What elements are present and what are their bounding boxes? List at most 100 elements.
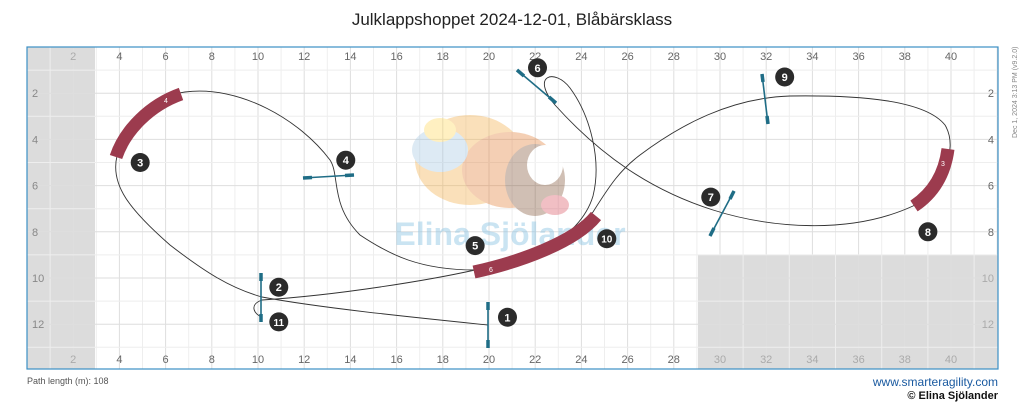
website-link[interactable]: www.smarteragility.com xyxy=(872,375,998,389)
x-tick-top: 14 xyxy=(344,51,356,63)
number-badge-label: 2 xyxy=(276,282,282,294)
x-tick-top: 12 xyxy=(298,51,310,63)
x-tick-bottom: 38 xyxy=(899,354,911,366)
number-badge-label: 5 xyxy=(472,241,478,253)
y-tick-left: 2 xyxy=(32,88,38,100)
number-badge-circle xyxy=(336,150,356,170)
x-tick-bottom: 2 xyxy=(70,354,76,366)
tunnel-6-label: 6 xyxy=(489,267,493,274)
number-badge-label: 7 xyxy=(708,192,714,204)
jump-4 xyxy=(302,173,355,180)
number-badge-6: 6 xyxy=(528,58,548,78)
x-tick-bottom: 34 xyxy=(806,354,818,366)
x-tick-top: 4 xyxy=(116,51,122,63)
x-tick-bottom: 30 xyxy=(714,354,726,366)
x-tick-top: 20 xyxy=(483,51,495,63)
x-tick-bottom: 4 xyxy=(116,354,122,366)
number-badge-5: 5 xyxy=(465,236,485,256)
x-tick-top: 16 xyxy=(390,51,402,63)
x-tick-bottom: 32 xyxy=(760,354,772,366)
course-title: Julklappshoppet 2024-12-01, Blåbärsklass xyxy=(351,10,673,29)
x-tick-top: 28 xyxy=(668,51,680,63)
number-badge-circle xyxy=(269,277,289,297)
number-badge-circle xyxy=(269,312,289,332)
number-badge-circle xyxy=(597,229,617,249)
y-tick-left: 6 xyxy=(32,181,38,193)
y-tick-left: 8 xyxy=(32,227,38,239)
x-tick-bottom: 20 xyxy=(483,354,495,366)
x-tick-bottom: 10 xyxy=(252,354,264,366)
y-tick-right: 6 xyxy=(988,181,994,193)
x-tick-bottom: 16 xyxy=(390,354,402,366)
x-tick-bottom: 26 xyxy=(621,354,633,366)
x-tick-top: 36 xyxy=(852,51,864,63)
x-tick-top: 30 xyxy=(714,51,726,63)
number-badge-label: 8 xyxy=(925,227,931,239)
shaded-area-left xyxy=(27,47,95,369)
x-tick-bottom: 12 xyxy=(298,354,310,366)
y-tick-right: 8 xyxy=(988,227,994,239)
x-tick-top: 26 xyxy=(621,51,633,63)
number-badge-label: 3 xyxy=(137,158,143,170)
x-tick-top: 34 xyxy=(806,51,818,63)
tunnel-4-label: 4 xyxy=(164,98,168,105)
number-badge-circle xyxy=(465,236,485,256)
number-badge-circle xyxy=(775,67,795,87)
y-tick-left: 10 xyxy=(32,273,44,285)
number-badge-8: 8 xyxy=(918,222,938,242)
number-badge-3: 3 xyxy=(130,153,150,172)
number-badge-2: 2 xyxy=(269,277,289,297)
version-note-text: Dec 1, 2024 3:13 PM (v9.2.0) xyxy=(1012,46,1019,138)
number-badge-10: 10 xyxy=(597,229,617,249)
x-tick-bottom: 36 xyxy=(852,354,864,366)
x-tick-bottom: 22 xyxy=(529,354,541,366)
watermark-logo xyxy=(412,115,569,216)
x-tick-top: 8 xyxy=(209,51,215,63)
jump-9 xyxy=(760,73,770,125)
number-badge-11: 11 xyxy=(269,312,289,332)
obstacles: 4 6 3 xyxy=(109,68,955,348)
path-length: Path length (m): 108 xyxy=(27,376,109,386)
tunnel-6 xyxy=(472,211,602,279)
x-tick-top: 6 xyxy=(163,51,169,63)
y-tick-right: 2 xyxy=(988,88,994,100)
x-tick-bottom: 28 xyxy=(668,354,680,366)
x-tick-top: 38 xyxy=(899,51,911,63)
number-badge-circle xyxy=(528,58,548,78)
y-tick-left: 4 xyxy=(32,134,38,146)
x-tick-bottom: 6 xyxy=(163,354,169,366)
x-tick-top: 40 xyxy=(945,51,957,63)
x-tick-top: 32 xyxy=(760,51,772,63)
tunnel-3 xyxy=(910,147,955,212)
y-tick-left: 12 xyxy=(32,319,44,331)
sequence-numbers: 1 2 3 4 5 6 7 8 9 10 11 xyxy=(130,58,938,332)
y-tick-right: 4 xyxy=(988,134,994,146)
x-tick-top: 10 xyxy=(252,51,264,63)
y-tick-right: 12 xyxy=(982,319,994,331)
x-tick-top: 24 xyxy=(575,51,587,63)
number-badge-label: 6 xyxy=(534,63,540,75)
shaded-area-bottom-right xyxy=(698,255,998,369)
number-badge-circle xyxy=(130,153,150,172)
x-tick-top: 18 xyxy=(437,51,449,63)
x-tick-top: 2 xyxy=(70,51,76,63)
number-badge-1: 1 xyxy=(497,307,517,327)
jump-6 xyxy=(515,68,558,105)
number-badge-label: 9 xyxy=(782,72,788,84)
number-badge-circle xyxy=(701,187,721,207)
ring-border xyxy=(26,46,999,370)
number-badge-9: 9 xyxy=(775,67,795,87)
number-badge-label: 4 xyxy=(343,155,350,167)
number-badge-7: 7 xyxy=(701,187,721,207)
number-badge-label: 11 xyxy=(274,318,285,329)
number-badge-circle xyxy=(497,307,517,327)
y-tick-right: 10 xyxy=(982,273,994,285)
number-badge-circle xyxy=(918,222,938,242)
x-tick-bottom: 18 xyxy=(437,354,449,366)
copyright: © Elina Sjölander xyxy=(907,390,998,402)
x-tick-bottom: 14 xyxy=(344,354,356,366)
number-badge-label: 10 xyxy=(601,235,613,246)
x-tick-bottom: 24 xyxy=(575,354,587,366)
x-tick-bottom: 40 xyxy=(945,354,957,366)
